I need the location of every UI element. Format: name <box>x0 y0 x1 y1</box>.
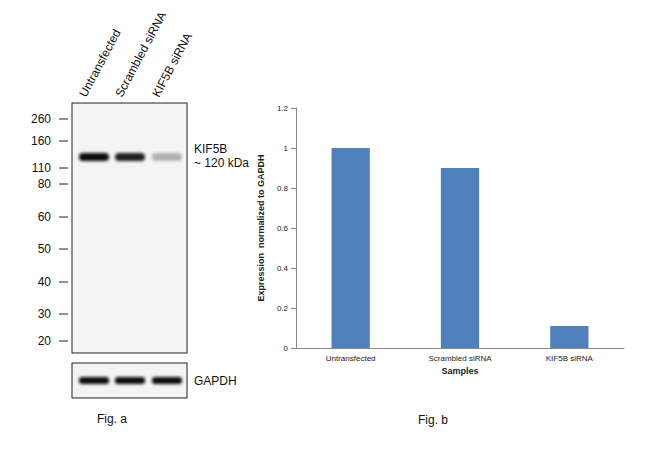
svg-text:0.2: 0.2 <box>277 304 289 313</box>
svg-text:KIF5B siRNA: KIF5B siRNA <box>149 30 195 99</box>
svg-text:60: 60 <box>38 210 52 224</box>
svg-text:0.4: 0.4 <box>277 264 289 273</box>
svg-text:Expression normalized to GAPD: Expression normalized to GAPDH <box>256 154 266 301</box>
svg-text:0.6: 0.6 <box>277 224 289 233</box>
svg-text:Fig. b: Fig. b <box>418 413 448 427</box>
svg-text:1.2: 1.2 <box>277 104 289 113</box>
svg-text:Untransfected: Untransfected <box>76 26 124 100</box>
svg-text:KIF5B siRNA: KIF5B siRNA <box>546 354 594 363</box>
svg-text:50: 50 <box>38 242 52 256</box>
svg-text:0.8: 0.8 <box>277 184 289 193</box>
svg-text:20: 20 <box>38 334 52 348</box>
svg-text:Scrambled siRNA: Scrambled siRNA <box>112 9 170 100</box>
svg-text:160: 160 <box>31 134 51 148</box>
svg-text:KIF5B: KIF5B <box>194 142 227 156</box>
svg-text:Samples: Samples <box>441 366 478 376</box>
svg-text:0: 0 <box>284 344 289 353</box>
svg-text:Untransfected: Untransfected <box>326 354 376 363</box>
svg-text:40: 40 <box>38 275 52 289</box>
svg-text:30: 30 <box>38 307 52 321</box>
svg-text:Scrambled siRNA: Scrambled siRNA <box>428 354 492 363</box>
svg-text:GAPDH: GAPDH <box>194 374 237 388</box>
svg-text:260: 260 <box>31 112 51 126</box>
svg-text:~ 120 kDa: ~ 120 kDa <box>194 156 249 170</box>
svg-text:1: 1 <box>284 144 289 153</box>
svg-text:80: 80 <box>38 177 52 191</box>
svg-text:Fig. a: Fig. a <box>97 412 127 426</box>
svg-text:110: 110 <box>32 161 51 175</box>
